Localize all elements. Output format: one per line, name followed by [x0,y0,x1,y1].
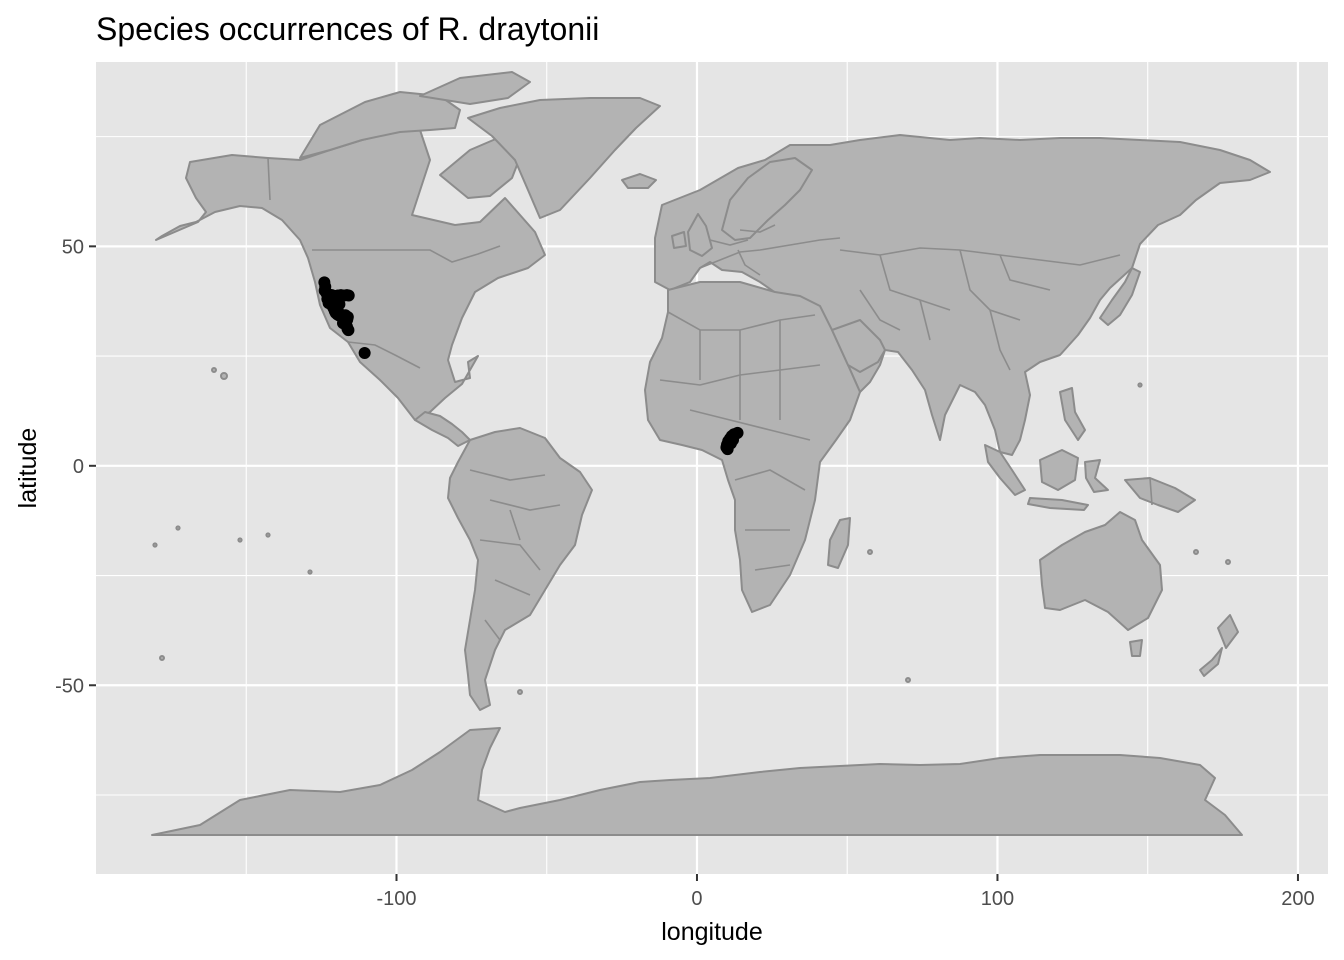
x-tick-label: 0 [691,888,702,910]
land-north-america [155,129,546,421]
land-falklands [517,689,523,695]
y-tick-label: 0 [73,456,84,478]
world-map [151,71,1271,836]
land-hawaii-small [211,367,217,373]
land-scandinavia [721,157,813,241]
occurrence-point [333,298,346,311]
land-kerguelen [905,677,911,683]
x-tick-label: 200 [1281,888,1314,910]
land-madagascar [827,517,851,569]
y-tick-label: 50 [62,236,84,258]
land-sumatra [984,444,1026,496]
land-central-america [414,411,471,447]
borders-asia [839,247,1121,371]
occurrence-point [322,296,335,309]
chart-title: Species occurrences of R. draytonii [96,11,599,47]
land-mauritius [867,549,873,555]
land-antarctica [151,727,1243,836]
x-axis-title: longitude [661,918,762,946]
occurrence-point [720,441,733,454]
land-pacific-islet [152,542,158,548]
land-arctic-islands [299,91,461,159]
land-java [1027,497,1089,511]
occurrence-point [342,289,355,302]
land-new-zealand-south [1199,647,1223,677]
y-axis-title: latitude [14,428,42,509]
occurrence-points [318,276,744,456]
land-japan [1099,267,1141,326]
land-chatham [159,655,165,661]
borders-africa [659,311,821,571]
land-hawaii [220,372,228,380]
occurrence-point [358,347,371,360]
land-fiji [1225,559,1231,565]
land-pacific-islet [175,525,181,531]
x-axis: -100 0 100 200 [376,874,1315,910]
border-usa-mexico [347,341,421,369]
land-pacific-islet [307,569,313,575]
land-guam [1137,382,1143,388]
land-pacific-islet [265,532,271,538]
x-tick-label: 100 [981,888,1014,910]
land-australia [1039,511,1163,631]
border-australia-png [1149,477,1153,506]
land-great-britain [687,213,713,257]
land-new-guinea [1124,477,1196,513]
x-tick-label: -100 [376,888,416,910]
land-tasmania [1129,639,1143,657]
land-pacific-islet [237,537,243,543]
border-alaska [267,157,271,201]
borders-south-america [469,469,561,641]
land-ireland [671,231,687,249]
y-axis: -50 0 50 [55,236,96,697]
land-sulawesi [1084,459,1109,493]
land-south-america [447,427,593,711]
y-tick-label: -50 [55,675,84,697]
occurrence-point [341,311,354,324]
land-ellesmere-island [419,71,531,105]
land-borneo [1039,449,1079,491]
borders-europe [699,224,841,276]
land-greenland [467,97,661,219]
land-new-zealand-north [1217,614,1239,649]
land-iceland [621,173,657,189]
border-canada-usa [312,245,501,263]
land-arabia [831,319,886,373]
land-vanuatu [1193,549,1199,555]
land-africa [644,281,861,613]
land-philippines [1059,387,1086,441]
